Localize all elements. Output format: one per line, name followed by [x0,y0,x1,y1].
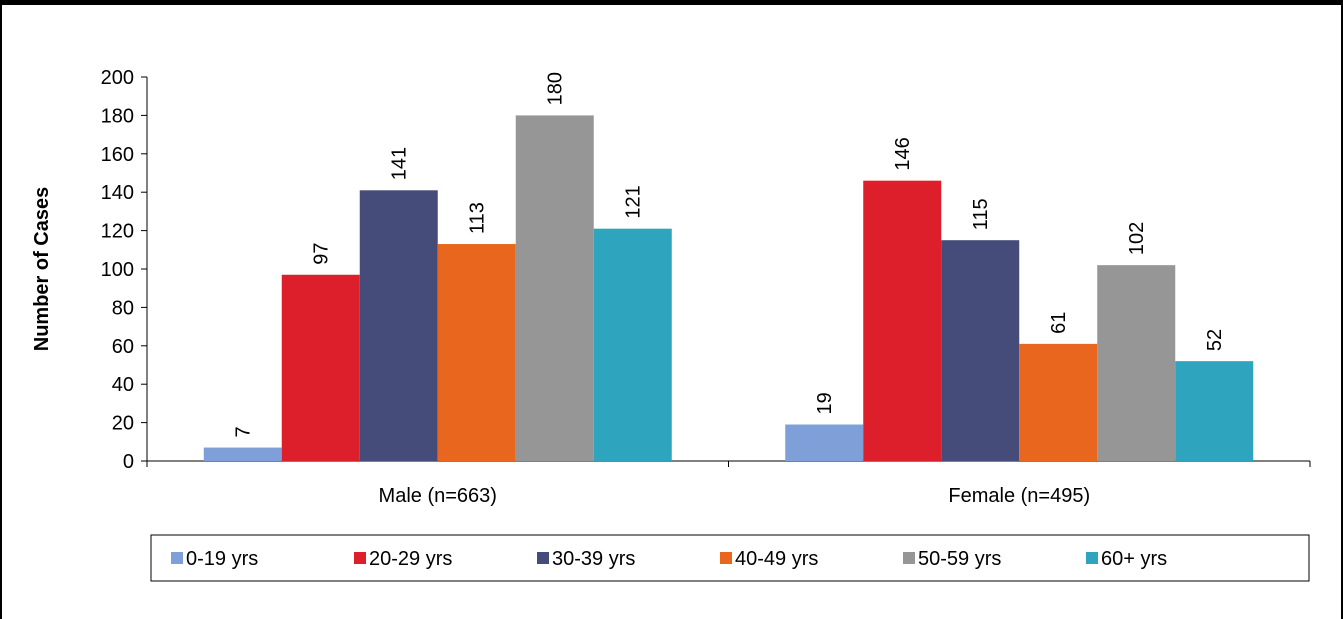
legend-swatch [1086,552,1098,564]
data-label: 180 [545,72,567,105]
legend-swatch [720,552,732,564]
y-tick-label: 160 [101,144,134,166]
data-label: 113 [467,202,489,234]
legend-label: 30-39 yrs [552,548,635,570]
y-tick-label: 180 [101,105,134,127]
bar [203,447,282,461]
legend-swatch [354,552,366,564]
axes: 0 20 40 60 80 100 120 140 160 180 200 Male (n=663) F… [101,67,1311,507]
bar [515,115,594,462]
legend-label: 40-49 yrs [735,548,818,570]
y-tick-label: 120 [101,221,134,243]
legend-swatch [537,552,549,564]
bar [785,424,864,461]
data-label: 102 [1126,222,1148,255]
data-label: 146 [892,137,914,170]
y-tick-label: 140 [101,182,134,204]
bar [1019,343,1098,461]
bars [203,115,1254,462]
data-label: 97 [311,243,333,265]
legend-label: 20-29 yrs [369,548,452,570]
data-label: 141 [389,147,411,180]
bar [941,240,1020,461]
y-tick-label: 20 [112,413,134,435]
y-tick-label: 0 [123,451,134,473]
y-tick-label: 40 [112,374,134,396]
legend-label: 60+ yrs [1101,548,1167,570]
data-label: 52 [1204,329,1226,351]
bar [1097,265,1176,461]
legend-label: 50-59 yrs [918,548,1001,570]
bar [1175,361,1254,461]
bar [437,244,516,461]
data-label: 121 [623,185,645,218]
data-label: 61 [1048,312,1070,334]
bar [359,190,438,461]
y-axis-label: Number of Cases [31,187,53,352]
y-tick-label: 80 [112,297,134,319]
data-labels: 7 97 141 113 180 121 19 146 115 61 102 52 [233,72,1227,438]
bar [593,228,672,461]
data-label: 115 [970,198,992,230]
legend-swatch [171,552,183,564]
data-label: 19 [814,392,836,414]
y-tick-label: 200 [101,67,134,89]
legend: 0-19 yrs 20-29 yrs 30-39 yrs 40-49 yrs 50-59… [150,534,1310,582]
x-category-label: Male (n=663) [379,485,497,507]
bar [863,180,942,461]
y-tick-label: 100 [101,259,134,281]
x-category-label: Female (n=495) [948,485,1090,507]
legend-swatch [903,552,915,564]
bar [281,274,360,461]
legend-label: 0-19 yrs [186,548,258,570]
data-label: 7 [233,426,255,437]
y-tick-label: 60 [112,336,134,358]
